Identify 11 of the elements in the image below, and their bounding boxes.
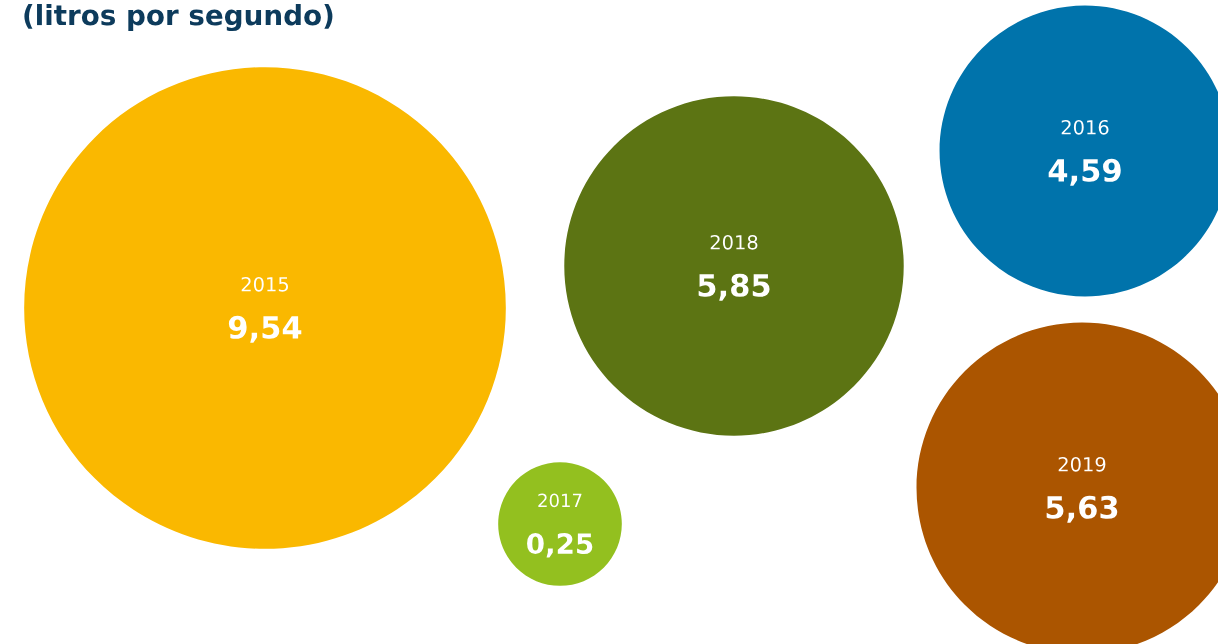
data-label: 5,85 (698, 273, 770, 301)
category-label: 2019 (1058, 456, 1106, 472)
text: (litros por segundo) (24, 4, 333, 32)
category-label: 2018 (710, 234, 758, 250)
data-label: 9,54 (228, 315, 302, 343)
category-label: 2015 (241, 276, 289, 292)
data-label: 0,25 (527, 533, 593, 558)
category-label: 2016 (1061, 119, 1109, 135)
category-label: 2017 (538, 493, 582, 508)
data-label: 5,63 (1046, 495, 1118, 523)
data-label: 4,59 (1048, 158, 1121, 186)
